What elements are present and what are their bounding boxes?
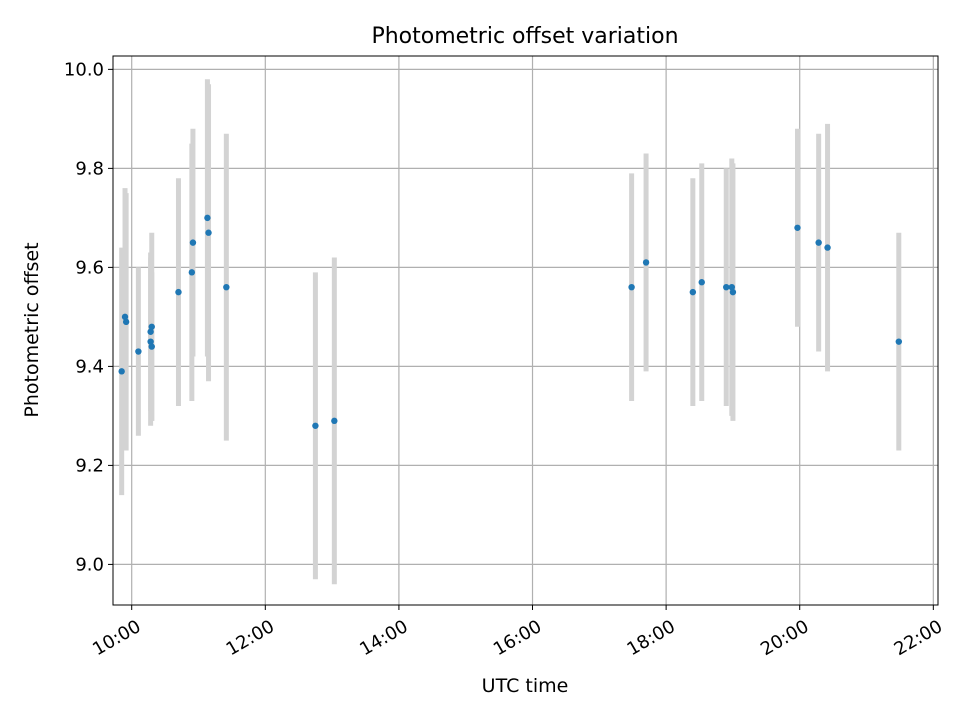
y-axis-label: Photometric offset xyxy=(21,242,43,417)
x-tick-label: 16:00 xyxy=(490,616,545,660)
data-point xyxy=(728,283,736,291)
y-tick-label: 9.0 xyxy=(75,554,104,575)
data-point xyxy=(147,338,154,345)
data-point xyxy=(642,259,650,266)
data-points xyxy=(118,214,903,429)
data-point xyxy=(794,224,801,231)
y-axis-ticks: 9.0 9.2 9.4 9.6 9.8 10.0 xyxy=(64,59,113,575)
x-axis-label: UTC time xyxy=(482,675,569,697)
x-tick-label: 22:00 xyxy=(891,616,946,660)
data-point xyxy=(628,283,635,291)
x-tick-label: 14:00 xyxy=(356,616,411,660)
error-bars xyxy=(119,79,902,585)
y-tick-label: 9.6 xyxy=(75,257,104,278)
x-tick-label: 20:00 xyxy=(757,616,812,660)
grid-lines xyxy=(113,56,938,605)
data-point xyxy=(205,229,212,236)
y-tick-label: 9.8 xyxy=(75,158,104,179)
y-tick-label: 9.4 xyxy=(75,356,104,377)
data-point xyxy=(204,214,211,222)
data-point xyxy=(188,269,196,276)
data-point xyxy=(147,328,154,335)
data-point xyxy=(815,239,822,246)
data-point xyxy=(121,313,129,321)
data-point xyxy=(729,288,737,296)
data-point xyxy=(135,348,142,355)
y-tick-label: 9.2 xyxy=(75,455,104,476)
data-point xyxy=(698,279,705,286)
data-point xyxy=(723,283,730,291)
data-point xyxy=(689,288,697,296)
plot-area-frame xyxy=(112,55,939,606)
data-point xyxy=(122,318,130,326)
data-point xyxy=(148,343,155,350)
data-point xyxy=(189,239,197,246)
x-tick-label: 12:00 xyxy=(223,616,278,660)
data-point xyxy=(223,283,230,291)
data-point xyxy=(824,244,831,251)
x-axis-ticks: 10:00 12:00 14:00 16:00 18:00 20:00 22:00 xyxy=(89,605,946,660)
chart-title: Photometric offset variation xyxy=(371,24,678,49)
x-tick-label: 10:00 xyxy=(89,616,144,660)
data-point xyxy=(175,288,182,296)
data-point xyxy=(148,323,155,330)
data-point xyxy=(118,368,125,375)
data-point xyxy=(312,422,319,429)
x-tick-label: 18:00 xyxy=(623,616,678,660)
data-point xyxy=(331,417,338,425)
data-point xyxy=(895,338,903,345)
y-tick-label: 10.0 xyxy=(64,59,104,80)
